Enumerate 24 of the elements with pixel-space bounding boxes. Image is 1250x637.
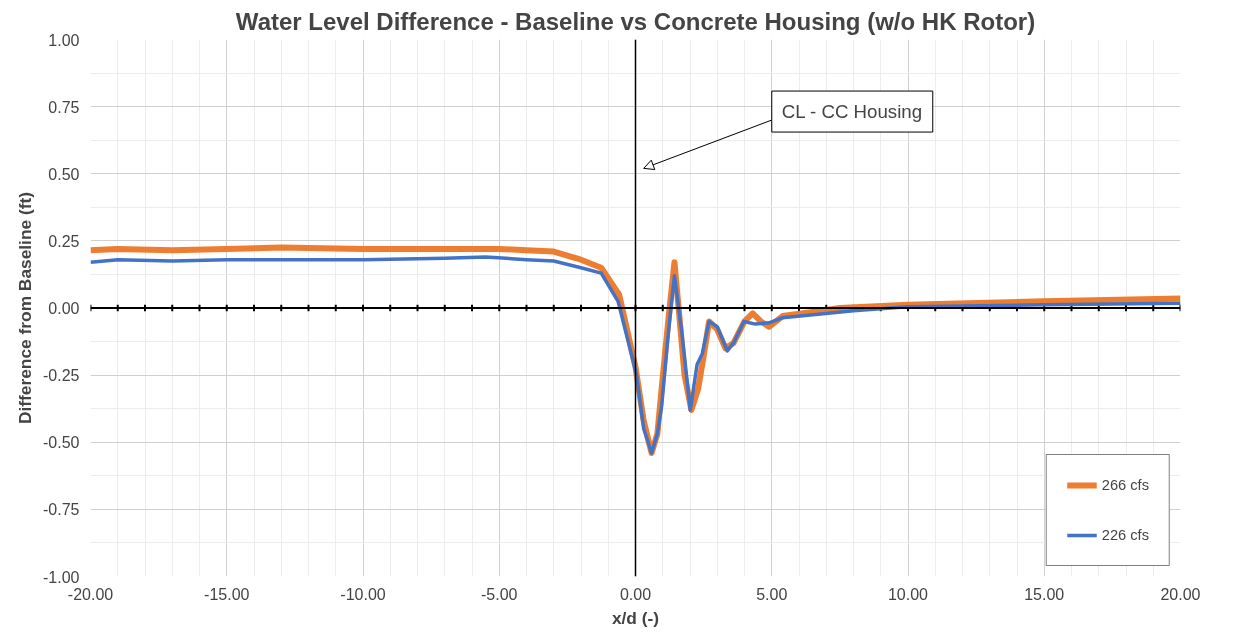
x-tick-label: -20.00: [67, 585, 114, 603]
y-tick-label: -0.50: [43, 434, 80, 452]
y-tick-label: -1.00: [43, 568, 80, 586]
y-tick-label: 0.75: [48, 98, 80, 116]
y-tick-label: -0.75: [43, 501, 80, 519]
x-tick-label: 20.00: [1160, 585, 1201, 603]
y-tick-label: 1.00: [48, 31, 80, 49]
chart-title: Water Level Difference - Baseline vs Concrete Housing (w/o HK Rotor): [235, 7, 1036, 35]
x-tick-label: -10.00: [340, 585, 386, 603]
ref-line-label: CL - CC Housing: [781, 101, 923, 123]
x-tick-label: 10.00: [887, 585, 929, 603]
x-tick-label: 0.00: [619, 585, 652, 603]
x-tick-label: 5.00: [756, 585, 788, 603]
y-tick-label: -0.25: [43, 367, 80, 385]
y-tick-label: 0.50: [48, 165, 80, 183]
y-tick-label: 0.25: [48, 232, 80, 250]
x-tick-label: -15.00: [204, 585, 250, 603]
x-axis-title: x/d (-): [611, 607, 660, 628]
x-tick-label: -5.00: [481, 585, 518, 603]
x-tick-label: 15.00: [1024, 585, 1065, 603]
y-tick-label: 0.00: [48, 300, 80, 317]
legend-label: 266 cfs: [1101, 477, 1149, 493]
y-axis-title: Difference from Baseline (ft): [15, 191, 36, 425]
legend-label: 226 cfs: [1101, 527, 1149, 543]
